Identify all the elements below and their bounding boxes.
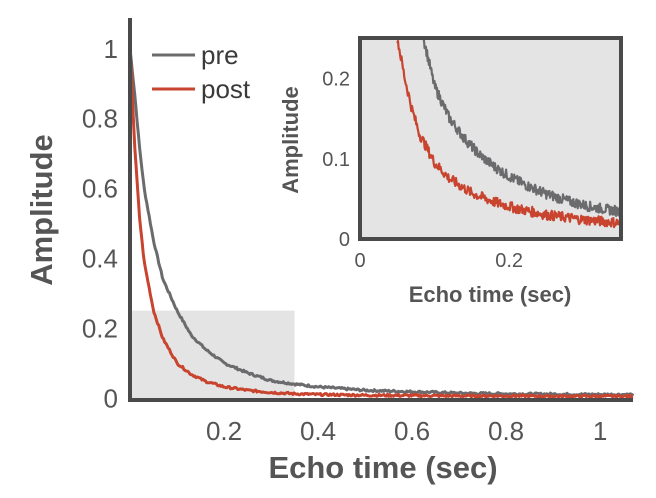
legend-label-post: post (201, 74, 251, 104)
main-y-tick-label: 0 (104, 383, 118, 413)
legend-item-post: post (152, 74, 251, 104)
inset-series-post (396, 39, 623, 229)
inset-series-pre (422, 39, 623, 218)
inset-y-axis-title: Amplitude (278, 86, 303, 194)
inset-y-tick-label: 0.1 (322, 149, 350, 171)
legend: pre post (152, 40, 251, 104)
main-y-tick-label: 0.2 (82, 313, 118, 343)
main-y-tick-label: 0.4 (82, 244, 118, 274)
inset-x-tick-labels: 0 0.2 (354, 250, 523, 272)
main-x-tick-label: 0.8 (488, 416, 524, 446)
legend-item-pre: pre (152, 40, 239, 70)
main-series-group (128, 47, 635, 399)
inset-plot-background (360, 38, 621, 239)
main-y-tick-labels: 0 0.2 0.4 0.6 0.8 1 (82, 34, 118, 414)
main-x-tick-label: 0.6 (394, 416, 430, 446)
legend-label-pre: pre (201, 40, 239, 70)
main-x-axis-title: Echo time (sec) (268, 450, 497, 485)
main-x-tick-label: 1 (593, 416, 607, 446)
inset-x-tick-label: 0.2 (495, 250, 523, 272)
main-x-tick-labels: 0.2 0.4 0.6 0.8 1 (206, 416, 607, 446)
main-series-post (128, 47, 634, 399)
inset-x-axis-title: Echo time (sec) (409, 282, 572, 307)
inset-chart: 0 0.2 00.10.2 Echo time (sec) Amplitude (278, 36, 623, 307)
main-y-axis-title: Amplitude (24, 134, 59, 286)
main-y-tick-label: 1 (104, 34, 118, 64)
main-y-tick-label: 0.6 (82, 174, 118, 204)
main-x-tick-label: 0.4 (300, 416, 336, 446)
main-x-tick-label: 0.2 (206, 416, 242, 446)
main-y-tick-label: 0.8 (82, 104, 118, 134)
inset-y-tick-label: 0 (339, 229, 350, 251)
inset-x-tick-label: 0 (354, 250, 365, 272)
inset-frame (358, 36, 623, 241)
inset-series-group (396, 39, 623, 229)
inset-y-tick-labels: 0 0.1 0.2 (322, 68, 350, 251)
inset-y-tick-label: 0.2 (322, 68, 350, 90)
